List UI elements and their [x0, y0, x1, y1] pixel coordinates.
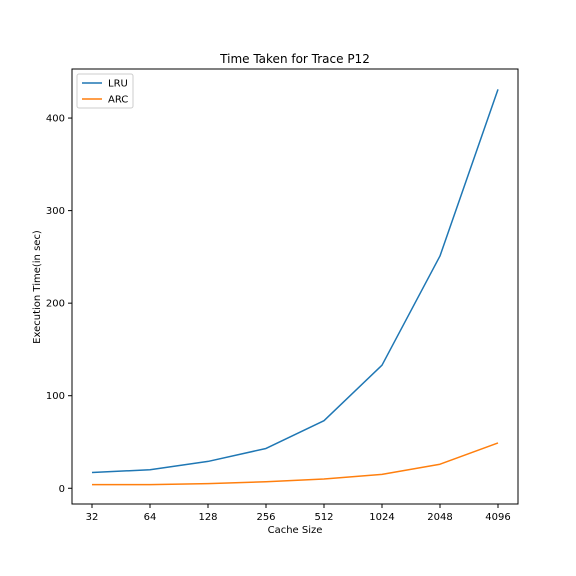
x-tick-label: 4096: [485, 512, 510, 523]
legend-label-arc: ARC: [108, 95, 128, 106]
x-tick-label: 256: [256, 512, 275, 523]
series-line-arc: [92, 442, 499, 486]
x-axis-label: Cache Size: [268, 525, 323, 536]
y-tick-label: 200: [46, 299, 65, 310]
x-tick-label: 32: [86, 512, 99, 523]
y-tick-label: 400: [46, 114, 65, 125]
x-tick-label: 2048: [427, 512, 452, 523]
x-axis: 32 64 128 256 512 1024 2048 4096: [86, 504, 511, 523]
y-tick-label: 0: [59, 484, 65, 495]
legend-label-lru: LRU: [108, 79, 128, 90]
y-axis: 0 100 200 300 400: [46, 114, 72, 495]
y-tick-label: 300: [46, 206, 65, 217]
chart-title: Time Taken for Trace P12: [219, 52, 370, 66]
series-line-lru: [91, 89, 499, 474]
plot-frame: [71, 68, 519, 505]
x-tick-label: 64: [144, 512, 157, 523]
x-tick-label: 128: [198, 512, 217, 523]
y-tick-label: 100: [46, 391, 65, 402]
x-tick-label: 1024: [369, 512, 394, 523]
series-layer: [91, 89, 499, 486]
legend: LRU ARC: [76, 73, 134, 109]
x-tick-label: 512: [314, 512, 333, 523]
y-axis-label: Execution Time(in sec): [32, 230, 43, 344]
